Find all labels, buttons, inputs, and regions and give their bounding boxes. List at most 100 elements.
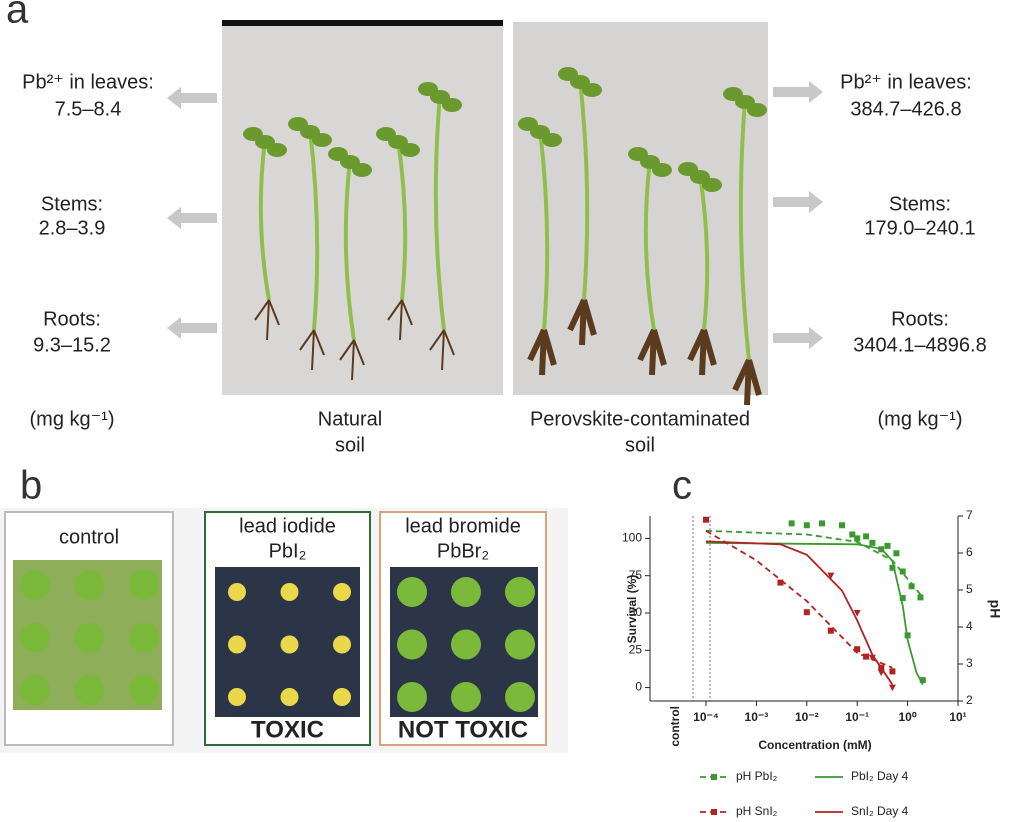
leaf bbox=[267, 143, 287, 157]
y-tick-label: 75 bbox=[629, 568, 643, 582]
group-title: lead iodide bbox=[239, 515, 336, 537]
x-tick-label: 10¹ bbox=[949, 710, 966, 724]
leaf bbox=[542, 133, 562, 147]
leaf bbox=[400, 143, 420, 157]
roots bbox=[429, 329, 455, 371]
leaf bbox=[747, 103, 767, 117]
heading: Stems: bbox=[889, 193, 951, 215]
point bbox=[899, 568, 906, 575]
point bbox=[884, 542, 891, 549]
seedling bbox=[451, 682, 481, 712]
point bbox=[849, 531, 856, 538]
panel-b: control lead iodide PbI₂ TOXIC lead bromide P… bbox=[4, 511, 547, 746]
legend-label: SnI₂ Day 4 bbox=[851, 804, 909, 818]
roots bbox=[732, 358, 762, 406]
stem bbox=[698, 174, 710, 331]
seedling bbox=[505, 629, 535, 660]
point bbox=[899, 595, 906, 602]
roots bbox=[387, 299, 413, 341]
chart: Survival (%) pH Concentration (mM) contr… bbox=[622, 508, 1003, 818]
group-title: PbBr₂ bbox=[437, 540, 489, 562]
heading: Roots: bbox=[891, 308, 949, 330]
seedling bbox=[397, 629, 427, 660]
point bbox=[888, 684, 896, 692]
point bbox=[863, 533, 870, 540]
point bbox=[889, 564, 896, 571]
seedling bbox=[74, 570, 105, 600]
stem bbox=[643, 159, 656, 331]
caption: Perovskite-contaminated bbox=[530, 408, 750, 430]
point bbox=[839, 522, 846, 529]
seedling bbox=[129, 675, 159, 705]
series-line bbox=[705, 540, 894, 686]
seedling bbox=[228, 688, 246, 706]
y2-tick-label: 7 bbox=[966, 508, 973, 522]
point bbox=[893, 550, 900, 557]
point bbox=[889, 668, 896, 675]
point bbox=[788, 520, 795, 527]
y-tick-label: 0 bbox=[635, 680, 642, 694]
value: 2.8–3.9 bbox=[39, 217, 106, 239]
value: 9.3–15.2 bbox=[33, 334, 111, 356]
photo-contaminated bbox=[513, 22, 768, 395]
seedling bbox=[333, 583, 351, 601]
stem bbox=[538, 129, 550, 331]
roots bbox=[254, 299, 280, 341]
seedling bbox=[129, 570, 159, 600]
seedling bbox=[20, 675, 50, 705]
point bbox=[917, 594, 924, 601]
point bbox=[878, 546, 885, 553]
seedling bbox=[451, 629, 481, 660]
point bbox=[827, 572, 835, 580]
leaf bbox=[702, 178, 722, 192]
leaf bbox=[352, 163, 372, 177]
roots bbox=[299, 329, 325, 371]
y2-axis-title: pH bbox=[987, 600, 1003, 619]
stem bbox=[433, 94, 446, 331]
seedling bbox=[74, 622, 105, 653]
point bbox=[908, 583, 915, 590]
point bbox=[868, 654, 876, 662]
value: 384.7–426.8 bbox=[850, 98, 961, 120]
roots bbox=[567, 298, 597, 346]
x-tick-label: 10⁻¹ bbox=[845, 710, 869, 724]
seedling bbox=[228, 583, 246, 601]
y2-tick-label: 4 bbox=[966, 619, 973, 633]
stem bbox=[738, 99, 751, 361]
seedling bbox=[397, 682, 427, 712]
point bbox=[919, 677, 926, 684]
stem bbox=[578, 79, 590, 301]
group-title: control bbox=[59, 526, 119, 548]
seedling bbox=[333, 688, 351, 706]
caption: soil bbox=[625, 434, 655, 456]
stem bbox=[343, 159, 356, 341]
y-tick-label: 25 bbox=[629, 642, 643, 656]
heading: Pb²⁺ in leaves: bbox=[840, 71, 972, 93]
seedling bbox=[505, 577, 535, 607]
seedling bbox=[280, 688, 299, 706]
stem bbox=[308, 129, 320, 331]
seedling bbox=[505, 682, 535, 712]
legend-label: pH SnI₂ bbox=[736, 804, 778, 818]
seedling bbox=[74, 675, 105, 705]
plants bbox=[243, 67, 767, 406]
heading: Roots: bbox=[43, 308, 101, 330]
photo-natural bbox=[222, 20, 503, 395]
point bbox=[854, 535, 861, 542]
series-line bbox=[705, 530, 893, 669]
leaf bbox=[312, 133, 332, 147]
panel-label: a bbox=[6, 0, 29, 32]
point bbox=[878, 664, 885, 671]
x-tick-label: 10⁻³ bbox=[745, 710, 769, 724]
group-title: lead bromide bbox=[405, 515, 521, 537]
x-tick-label: 10⁻⁴ bbox=[693, 710, 719, 724]
stem bbox=[396, 139, 408, 301]
caption: Natural bbox=[318, 408, 382, 430]
seedling bbox=[280, 635, 299, 654]
value: 7.5–8.4 bbox=[55, 98, 122, 120]
unit: (mg kg⁻¹) bbox=[30, 408, 115, 430]
seedling bbox=[451, 577, 481, 607]
point bbox=[803, 522, 810, 529]
x-tick-label: 10⁰ bbox=[899, 710, 917, 724]
control-label: control bbox=[668, 706, 682, 747]
